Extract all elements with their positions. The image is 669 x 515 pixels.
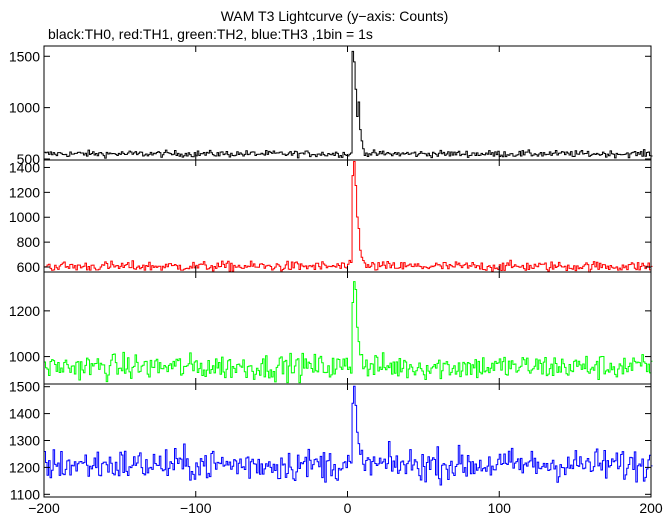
series-line-th1 bbox=[44, 160, 653, 273]
y-tick-label: 1200 bbox=[9, 184, 40, 200]
x-tick-label: 100 bbox=[488, 500, 512, 515]
series-line-th3 bbox=[44, 385, 653, 486]
panel-th2: 1000 1200 bbox=[9, 271, 653, 385]
y-tick-label: 500 bbox=[17, 151, 41, 167]
panel-frame bbox=[43, 159, 652, 273]
x-tick-label: 0 bbox=[344, 500, 352, 515]
y-tick-label: 1200 bbox=[9, 459, 40, 475]
panel-frame bbox=[43, 383, 652, 498]
y-tick-label: 1000 bbox=[9, 100, 40, 116]
x-tick-label: 200 bbox=[639, 500, 663, 515]
y-tick-label: 800 bbox=[17, 234, 41, 250]
y-tick-label: 1000 bbox=[9, 349, 40, 365]
panel-frame bbox=[43, 45, 652, 161]
x-tick-label: −200 bbox=[28, 500, 60, 515]
y-tick-label: 1500 bbox=[9, 48, 40, 64]
y-tick-label: 1300 bbox=[9, 433, 40, 449]
y-tick-label: 1400 bbox=[9, 406, 40, 422]
y-tick-label: 600 bbox=[17, 259, 41, 275]
chart-subtitle: black:TH0, red:TH1, green:TH2, blue:TH3 … bbox=[48, 26, 373, 42]
y-tick-label: 1400 bbox=[9, 159, 40, 175]
panel-th3: 1100 1200 1300 1400 1500 bbox=[9, 379, 653, 502]
panel-th0: 500 1000 1500 bbox=[9, 45, 653, 167]
series-line-th2 bbox=[44, 281, 653, 384]
series-line-th0 bbox=[44, 50, 653, 159]
y-tick-label: 1200 bbox=[9, 303, 40, 319]
chart-title: WAM T3 Lightcurve (y−axis: Counts) bbox=[220, 8, 449, 24]
x-tick-label: −100 bbox=[180, 500, 212, 515]
y-tick-label: 1000 bbox=[9, 209, 40, 225]
y-tick-label: 1100 bbox=[10, 486, 40, 502]
panel-th1: 600 800 1000 1200 1400 bbox=[9, 159, 653, 275]
y-tick-label: 1500 bbox=[9, 379, 40, 395]
